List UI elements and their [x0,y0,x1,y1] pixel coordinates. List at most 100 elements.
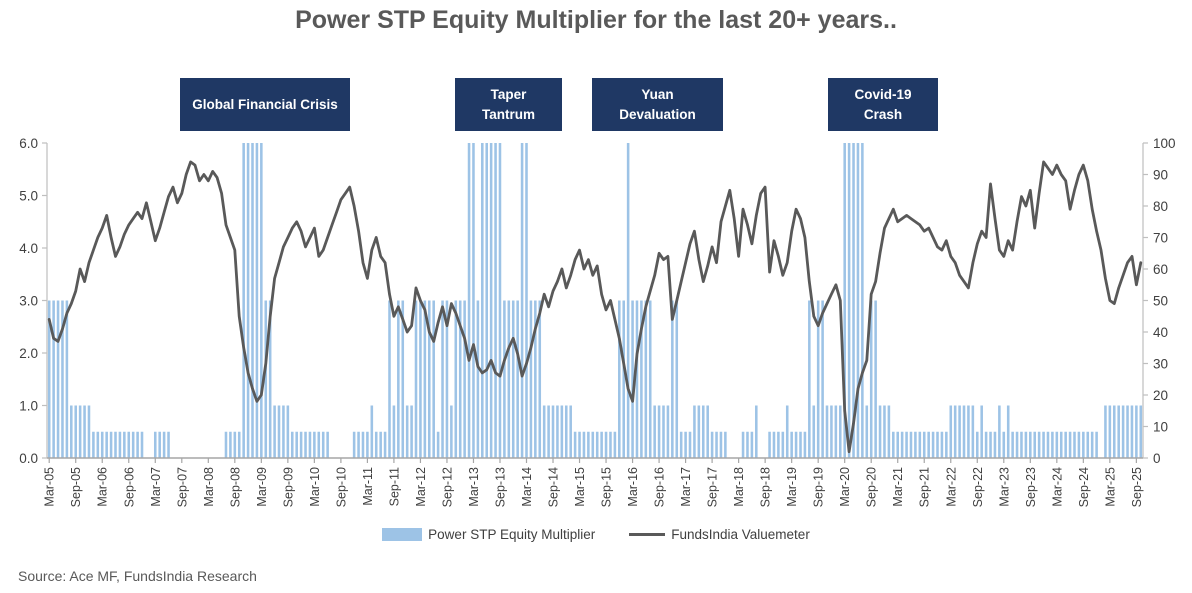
axis-tick-label: Mar-20 [838,467,852,507]
axis-tick-label: 70 [1153,231,1168,246]
multiplier-bar [706,405,709,458]
multiplier-bar [1077,431,1081,458]
multiplier-bar [321,431,325,458]
multiplier-bar [162,431,166,458]
axis-tick-label: Mar-10 [308,467,322,507]
multiplier-bar [980,405,983,458]
legend-label-valuemeter: FundsIndia Valuemeter [671,527,810,542]
multiplier-bar [573,431,577,458]
multiplier-bar [388,300,391,458]
bar-series-swatch [382,528,423,541]
multiplier-bar [52,300,55,458]
axis-tick-label: Mar-16 [626,467,640,507]
multiplier-bar [273,405,276,458]
axis-tick-label: Mar-25 [1103,467,1117,507]
multiplier-bar [657,405,661,458]
axis-tick-label: Sep-23 [1024,467,1038,507]
multiplier-bar [100,431,104,458]
annotation-covid-crash: Covid-19 Crash [828,78,938,131]
multiplier-bar [423,300,427,458]
multiplier-bar [967,405,970,458]
multiplier-bar [914,431,917,458]
multiplier-bar [1135,405,1138,458]
multiplier-bar [105,431,108,458]
multiplier-bar [600,431,603,458]
multiplier-bar [648,300,652,458]
multiplier-bar [392,405,396,458]
multiplier-bar [551,405,555,458]
multiplier-bar [892,431,895,458]
multiplier-bar [874,300,877,458]
axis-tick-label: 4.0 [19,241,38,256]
multiplier-bar [542,405,546,458]
axis-tick-label: Mar-18 [732,467,746,507]
multiplier-bar [282,405,285,458]
multiplier-bar [361,431,365,458]
multiplier-bar [922,431,926,458]
multiplier-bar [803,431,807,458]
multiplier-bar [697,405,701,458]
multiplier-bar [1104,405,1107,458]
axis-tick-label: 40 [1153,325,1168,340]
multiplier-bar [78,405,82,458]
axis-tick-label: 6.0 [19,136,38,151]
multiplier-bar [167,431,170,458]
multiplier-bar [450,405,453,458]
multiplier-bar [317,431,321,458]
axis-tick-label: Mar-13 [467,467,481,507]
axis-tick-label: Mar-23 [997,467,1011,507]
multiplier-bar [436,431,440,458]
multiplier-bar [1095,431,1098,458]
multiplier-bar [719,431,723,458]
multiplier-bar [1011,431,1014,458]
multiplier-bar [564,405,568,458]
axis-tick-label: 5.0 [19,189,38,204]
multiplier-bar [242,143,245,458]
multiplier-bar [945,431,948,458]
axis-tick-label: Mar-24 [1050,467,1064,507]
multiplier-bar [366,431,369,458]
multiplier-bar [427,300,431,458]
multiplier-bar [1046,431,1050,458]
multiplier-bar [525,143,528,458]
multiplier-bar [746,431,749,458]
axis-tick-label: 10 [1153,420,1168,435]
legend-item-multiplier: Power STP Equity Multiplier [382,527,595,542]
multiplier-bar [662,405,665,458]
multiplier-bar [768,431,771,458]
multiplier-bar [834,405,838,458]
multiplier-bar [821,300,824,458]
multiplier-bar [808,300,811,458]
multiplier-bar [441,300,444,458]
multiplier-bar [74,405,77,458]
multiplier-bar [96,431,100,458]
multiplier-bar [87,405,91,458]
multiplier-bar [560,405,564,458]
multiplier-bar [595,431,599,458]
axis-tick-label: Sep-19 [812,467,826,507]
multiplier-bar [467,143,471,458]
axis-tick-label: Sep-21 [918,467,932,507]
annotation-taper-tantrum: Taper Tantrum [455,78,562,131]
multiplier-bar [1033,431,1036,458]
chart-title: Power STP Equity Multiplier for the last… [295,6,897,34]
multiplier-bar [671,300,674,458]
multiplier-bar [419,300,422,458]
axis-tick-label: Sep-09 [281,467,295,507]
axis-tick-label: Sep-17 [706,467,720,507]
axis-tick-label: 100 [1153,136,1176,151]
multiplier-bar [984,431,988,458]
multiplier-bar [1139,405,1143,458]
multiplier-bar [268,300,272,458]
axis-tick-label: 1.0 [19,399,38,414]
multiplier-bar [458,300,462,458]
multiplier-bar [379,431,382,458]
multiplier-bar [255,143,259,458]
multiplier-bar [299,431,303,458]
multiplier-bar [494,143,497,458]
multiplier-bar [900,431,904,458]
multiplier-bar [772,431,776,458]
annotation-yuan-devaluation: Yuan Devaluation [592,78,723,131]
multiplier-bar [931,431,935,458]
multiplier-bar [233,431,237,458]
